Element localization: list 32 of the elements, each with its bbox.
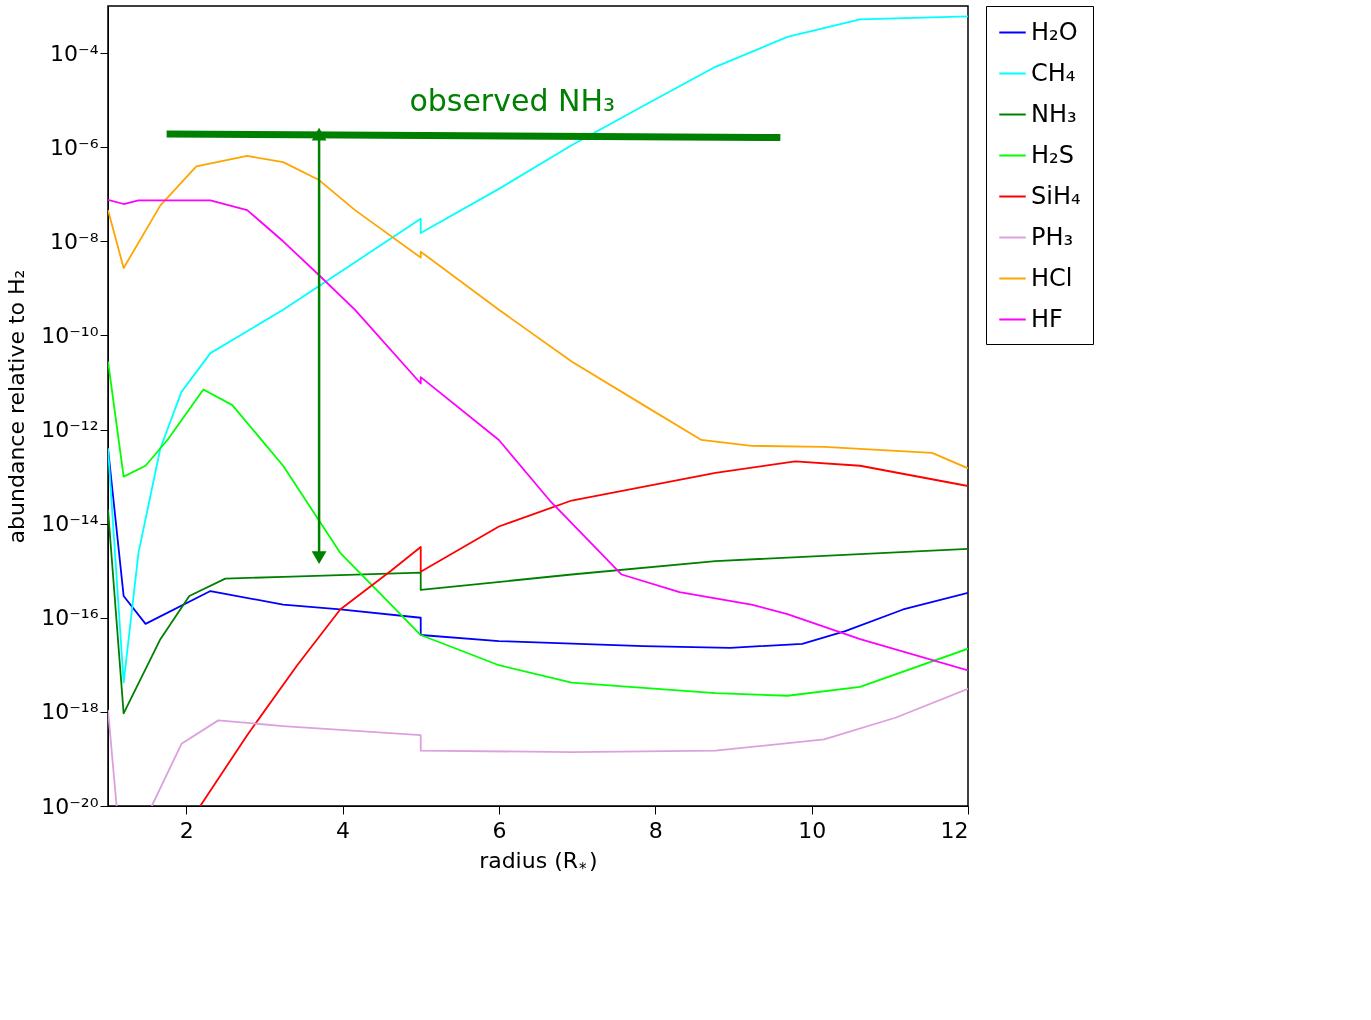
legend-label: HCl: [1031, 263, 1073, 292]
y-tick-label: 10⁻⁶: [50, 134, 99, 160]
y-tick-label: 10⁻²⁰: [41, 793, 99, 819]
x-tick-label: 4: [336, 817, 351, 843]
annotation: observed NH₃: [409, 83, 616, 118]
y-tick-label: 10⁻¹⁶: [41, 605, 99, 631]
y-axis-title: abundance relative to H₂: [4, 269, 30, 544]
legend-label: H₂S: [1031, 140, 1074, 169]
x-tick-label: 2: [179, 817, 194, 843]
line-series: [108, 360, 968, 697]
x-tick-label: 12: [940, 817, 969, 843]
y-tick-label: 10⁻¹²: [41, 417, 99, 443]
y-tick-label: 10⁻⁸: [50, 228, 99, 254]
legend-label: SiH₄: [1031, 181, 1081, 210]
line-series: [108, 508, 968, 715]
legend-label: H₂O: [1031, 17, 1078, 46]
line-series: [199, 460, 968, 806]
y-tick-label: 10⁻⁴: [50, 40, 99, 66]
x-axis-title: radius (R*): [479, 848, 598, 878]
x-tick-label: 8: [648, 817, 663, 843]
legend-label: NH₃: [1031, 99, 1077, 128]
line-series: [108, 15, 968, 684]
y-tick-label: 10⁻¹⁰: [41, 322, 99, 348]
legend-label: CH₄: [1031, 58, 1076, 87]
line-series: [108, 155, 968, 470]
line-series: [108, 198, 968, 672]
x-tick-label: 10: [798, 817, 827, 843]
x-tick-label: 6: [492, 817, 507, 843]
legend-label: PH₃: [1031, 222, 1074, 251]
y-tick-label: 10⁻¹⁸: [41, 699, 99, 725]
legend-label: HF: [1031, 304, 1063, 333]
y-tick-label: 10⁻¹⁴: [41, 511, 99, 537]
